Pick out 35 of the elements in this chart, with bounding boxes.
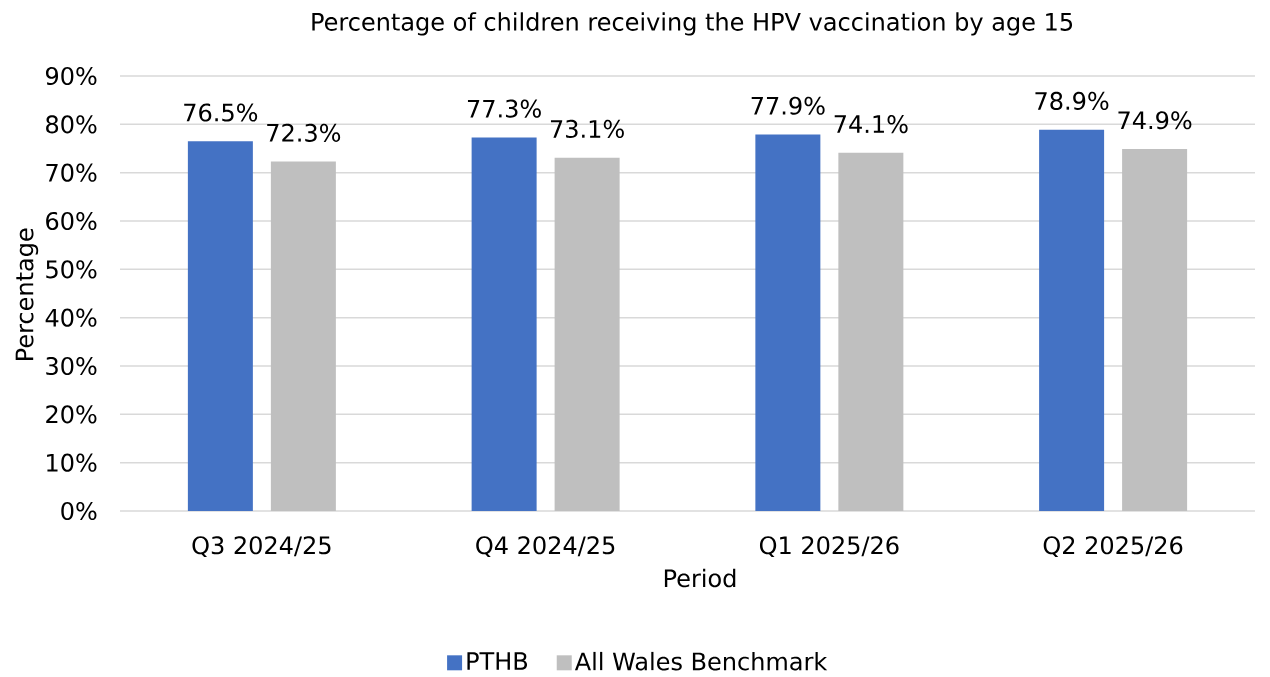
y-tick-label: 80% bbox=[46, 115, 97, 134]
data-label: 72.3% bbox=[267, 123, 341, 142]
x-tick-label: Q4 2024/25 bbox=[476, 536, 615, 558]
x-tick-label: Q2 2025/26 bbox=[1043, 536, 1183, 558]
y-tick-label: 20% bbox=[46, 405, 97, 424]
bar bbox=[270, 161, 336, 511]
y-tick-label: 90% bbox=[45, 66, 97, 86]
y-tick-label: 60% bbox=[46, 211, 97, 231]
bar bbox=[187, 141, 253, 511]
bar bbox=[1039, 129, 1105, 511]
y-tick-label: 50% bbox=[46, 260, 97, 279]
chart-title: Percentage of children receiving the HPV vaccination by age 15 bbox=[312, 12, 1073, 36]
y-axis-title: Percentage bbox=[15, 228, 39, 360]
y-tick-label: 70% bbox=[46, 163, 97, 182]
y-tick-label: 30% bbox=[46, 356, 97, 376]
bar bbox=[554, 157, 620, 511]
x-axis-title: Period bbox=[664, 568, 736, 588]
data-label: 76.5% bbox=[184, 103, 258, 122]
data-label: 73.1% bbox=[550, 119, 624, 139]
bar bbox=[1122, 148, 1188, 511]
data-label: 78.9% bbox=[1035, 91, 1109, 110]
data-label: 74.9% bbox=[1118, 111, 1192, 130]
y-tick-label: 0% bbox=[61, 501, 97, 521]
x-tick-label: Q1 2025/26 bbox=[759, 536, 899, 558]
data-label: 74.1% bbox=[834, 115, 908, 134]
bar bbox=[755, 134, 821, 511]
legend-label: All Wales Benchmark bbox=[574, 651, 828, 671]
bar bbox=[471, 137, 537, 511]
data-label: 77.3% bbox=[467, 99, 541, 118]
bar bbox=[838, 152, 904, 511]
data-label: 77.9% bbox=[751, 96, 825, 115]
y-tick-label: 10% bbox=[47, 453, 97, 472]
legend-label: PTHB bbox=[467, 652, 528, 670]
x-tick-label: Q3 2024/25 bbox=[192, 536, 331, 558]
y-tick-label: 40% bbox=[45, 308, 97, 327]
